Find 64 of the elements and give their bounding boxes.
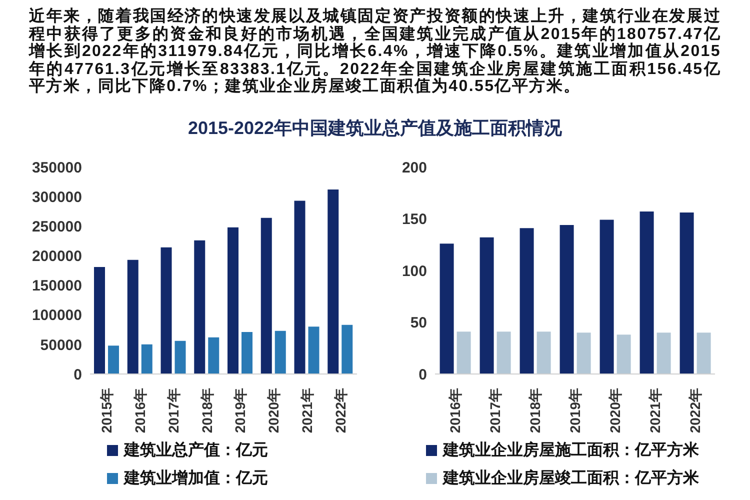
bar [141, 344, 152, 374]
bar [456, 332, 471, 374]
bar [640, 212, 654, 374]
x-tick-label: 2022年 [332, 388, 348, 434]
y-tick-label: 0 [74, 366, 82, 384]
bar [160, 247, 172, 374]
x-tick-label: 2017年 [165, 388, 182, 434]
y-tick-label: 0 [418, 366, 427, 384]
y-tick-label: 50000 [40, 336, 82, 354]
y-tick-label: 50 [410, 314, 427, 332]
x-tick-label: 2019年 [232, 388, 248, 434]
bar [94, 266, 106, 374]
bar [440, 244, 454, 374]
x-tick-label: 2021年 [298, 388, 315, 434]
x-tick-label: 2020年 [266, 388, 282, 434]
bar [228, 227, 239, 374]
legend-label: 建筑业总产值：亿元 [124, 440, 268, 460]
x-tick-label: 2015年 [98, 388, 115, 434]
y-tick-label: 100000 [32, 307, 82, 324]
y-tick-label: 200 [402, 159, 427, 176]
legend-label: 建筑业企业房屋施工面积：亿平方米 [443, 440, 699, 460]
bar [294, 200, 306, 374]
x-tick-label: 2021年 [647, 388, 663, 434]
bar [680, 212, 694, 374]
bar [496, 332, 511, 374]
bar [194, 240, 206, 374]
bar [536, 332, 551, 374]
x-tick-label: 2016年 [132, 388, 148, 434]
y-tick-label: 150000 [32, 278, 82, 295]
bar [560, 224, 574, 374]
bar [520, 228, 534, 374]
y-tick-label: 100 [402, 262, 427, 280]
bar [260, 218, 272, 374]
x-tick-label: 2019年 [567, 388, 583, 434]
bar [656, 332, 671, 374]
x-tick-label: 2022年 [687, 388, 703, 434]
y-tick-label: 250000 [32, 218, 82, 236]
bar [576, 332, 591, 374]
bar [328, 189, 339, 374]
bar [108, 346, 120, 374]
bar [342, 324, 353, 374]
text: 近年来，随着我国经济的快速发展以及城镇固定资产投资额的快速上升，建筑行业在发展过程中获得了更多的资金和良好的市场机遇，全国建筑业完成产值从2015年的180757.47亿增长到2022年的311979.84亿元，同比增长6.4%，增速下降0.5%。建筑业增加值从2015年的47761.3亿元增长至83383.1亿元。2022年全国建筑企业房屋建筑施工面积156.45亿平方米，同比下降0.7%；建筑业企业房屋竣工面积值为40.55亿平方米。 [29, 8, 721, 96]
x-tick-label: 2018年 [198, 388, 215, 434]
x-tick-label: 2018年 [527, 388, 543, 434]
bar [208, 337, 220, 374]
y-tick-label: 150 [402, 211, 427, 228]
bar [600, 220, 614, 374]
bar [616, 334, 631, 374]
bar [696, 332, 711, 374]
text: 2015-2022年中国建筑业总产值及施工面积情况 [186, 117, 564, 140]
bar [127, 260, 138, 374]
bar [174, 340, 186, 374]
bar [480, 237, 494, 374]
bar [308, 326, 320, 374]
y-tick-label: 300000 [32, 188, 82, 206]
bar [242, 332, 253, 374]
x-tick-label: 2016年 [447, 388, 463, 434]
y-tick-label: 350000 [32, 159, 82, 176]
x-tick-label: 2020年 [607, 388, 623, 434]
bar [274, 330, 286, 374]
legend-label: 建筑业企业房屋竣工面积：亿平方米 [443, 468, 699, 488]
y-tick-label: 200000 [32, 248, 82, 266]
legend-label: 建筑业增加值：亿元 [124, 468, 268, 488]
x-tick-label: 2017年 [487, 388, 503, 434]
